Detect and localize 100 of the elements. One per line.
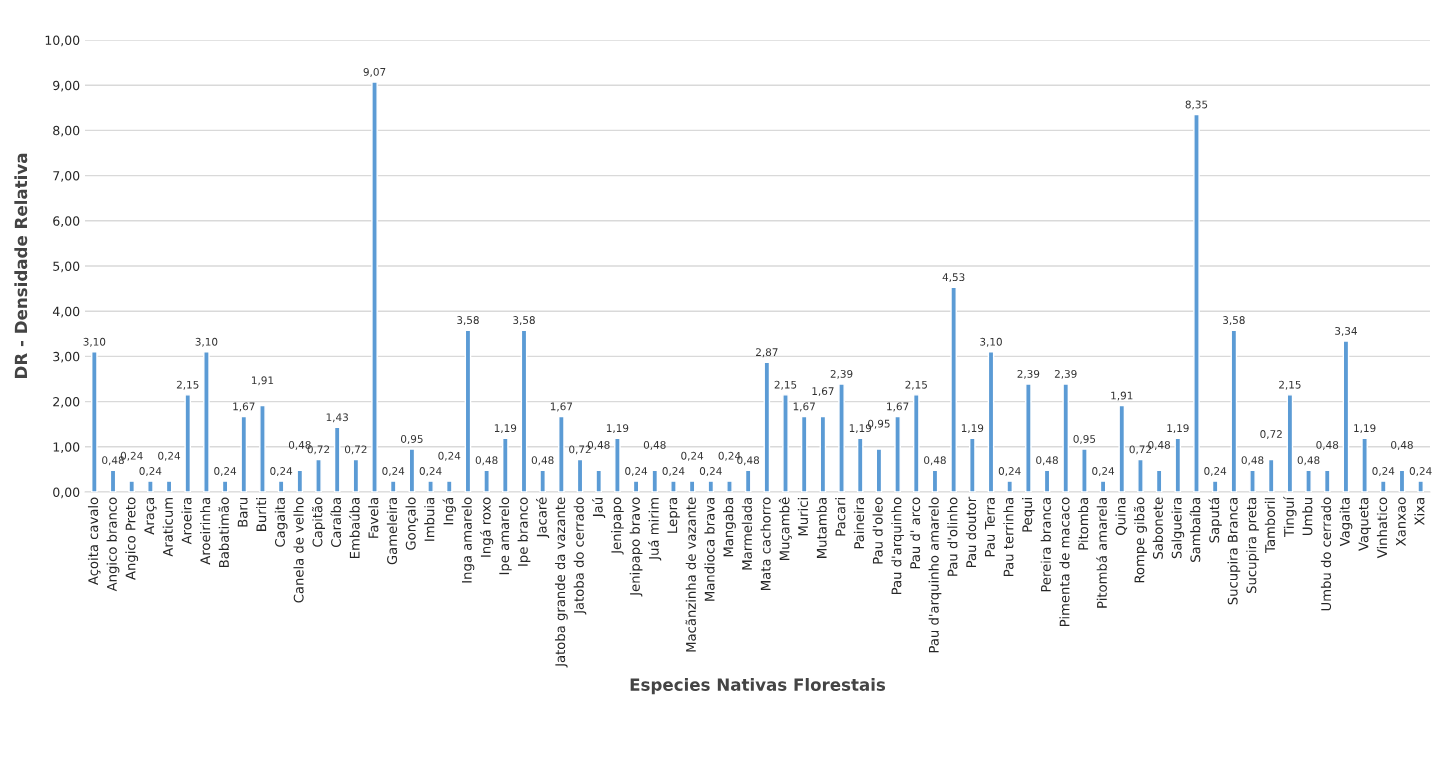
x-tick-label: Umbu do cerrado (1320, 497, 1332, 611)
data-label: 1,19 (606, 424, 629, 434)
data-label: 0,24 (214, 467, 237, 477)
bar (128, 480, 136, 492)
data-label: 0,48 (531, 456, 554, 466)
x-tick-label: Pau d' arco (909, 497, 921, 569)
bar (1081, 448, 1088, 492)
x-tick-label: Macãnzinha de vazante (685, 497, 696, 652)
data-label: 2,39 (1017, 369, 1040, 379)
x-tick-label: Buriti (256, 498, 267, 531)
bar (1286, 394, 1294, 492)
x-tick-label: Gameleira (386, 498, 398, 565)
x-tick-label: Pau d'oleo (872, 497, 883, 564)
data-label: 0,24 (998, 467, 1021, 477)
data-label: 1,19 (494, 424, 517, 434)
x-tick-label: Pereira branca (1040, 498, 1051, 592)
bar (726, 480, 733, 492)
bar (1118, 404, 1126, 492)
bar (1305, 469, 1312, 492)
bar (109, 469, 117, 492)
bar (800, 415, 808, 492)
x-tick-label: Vagaita (1339, 498, 1353, 547)
data-label: 0,48 (643, 440, 666, 450)
y-tick-label: 5,00 (53, 261, 80, 273)
data-label: 0,95 (401, 435, 423, 444)
x-tick-label: Pau doutor (965, 496, 977, 568)
bar (1193, 113, 1200, 492)
x-tick-label: Juá mirim (648, 497, 662, 561)
bar (819, 415, 827, 492)
bar (707, 480, 715, 492)
bar (520, 329, 528, 492)
bar (987, 351, 995, 492)
bar (1323, 469, 1331, 492)
y-tick-label: 1,00 (53, 442, 80, 453)
bar (464, 329, 472, 492)
x-tick-label: Pau d'arquinho amarelo (928, 497, 942, 653)
x-tick-label: Ipe amarelo (498, 497, 512, 575)
x-tick-label: Sucupira preta (1246, 498, 1259, 593)
x-tick-label: Vinhatico (1376, 497, 1388, 559)
x-tick-label: Gonçalo (405, 497, 419, 550)
data-label: 0,24 (681, 451, 704, 461)
data-label: 4,53 (942, 273, 965, 283)
x-tick-label: Aroeirinha (200, 498, 211, 565)
x-tick-label: Pau Terra (985, 498, 995, 557)
x-tick-label: Imbuia (424, 498, 435, 541)
x-tick-label: Tinguí (1283, 496, 1297, 537)
bar (1155, 469, 1163, 492)
bar (632, 480, 640, 492)
data-label: 2,15 (774, 380, 797, 390)
y-axis-title: DR - Densidade Relativa (14, 153, 28, 378)
bar (782, 394, 789, 492)
bar (389, 480, 397, 492)
bar (539, 469, 546, 492)
bar (1062, 383, 1070, 492)
x-tick-label: Pitomba (1078, 498, 1089, 550)
bar (333, 426, 341, 492)
y-tick-label: 10,00 (45, 35, 80, 47)
x-tick-label: Ingá roxo (479, 497, 494, 557)
bar (483, 469, 490, 492)
bar (1249, 469, 1256, 492)
data-label: 1,91 (252, 376, 274, 386)
x-tick-label: Vaqueta (1358, 498, 1371, 551)
bar (240, 415, 248, 492)
data-label: 0,48 (1241, 456, 1264, 466)
x-tick-label: Baru (237, 498, 248, 527)
x-tick-label: Jatoba do cerrado (573, 497, 587, 615)
x-tick-label: Pimenta de macaco (1059, 497, 1070, 626)
data-label: 0,24 (662, 467, 685, 477)
x-tick-label: Jenipapo bravo (629, 497, 643, 597)
x-tick-label: Inga amarelo (461, 497, 475, 583)
x-tick-label: Jaú (592, 498, 606, 518)
x-tick-label: Sucupira Branca (1227, 498, 1241, 605)
x-tick-label: Mata cachorro (760, 497, 771, 590)
x-tick-label: Araça (144, 498, 157, 535)
x-axis-title: Especies Nativas Florestais (630, 678, 886, 695)
x-tick-label: Caraíba (330, 498, 342, 548)
y-tick-label: 7,00 (53, 171, 80, 182)
data-label: 8,35 (1185, 100, 1208, 110)
bar (1211, 480, 1219, 492)
bar (1361, 437, 1368, 492)
bar (315, 458, 322, 492)
data-label: 3,58 (1223, 316, 1245, 326)
data-label: 0,24 (1204, 467, 1227, 477)
data-label: 0,48 (1316, 440, 1339, 450)
data-label: 0,24 (625, 467, 648, 477)
x-tick-label: Pacari (835, 498, 846, 536)
bar (838, 383, 845, 492)
bar (296, 469, 304, 492)
data-label: 1,43 (326, 413, 348, 423)
data-label: 0,72 (1260, 430, 1282, 440)
bar (875, 448, 883, 492)
x-tick-label: Saputá (1208, 498, 1222, 543)
bar (91, 351, 98, 492)
data-label: 0,48 (1391, 440, 1413, 450)
x-tick-label: Angico Preto (125, 497, 139, 580)
data-label: 1,67 (812, 387, 834, 397)
data-label: 2,39 (830, 369, 853, 379)
data-label: 3,10 (980, 337, 1002, 347)
data-label: 1,67 (887, 402, 909, 412)
y-tick-label: 4,00 (52, 306, 80, 318)
